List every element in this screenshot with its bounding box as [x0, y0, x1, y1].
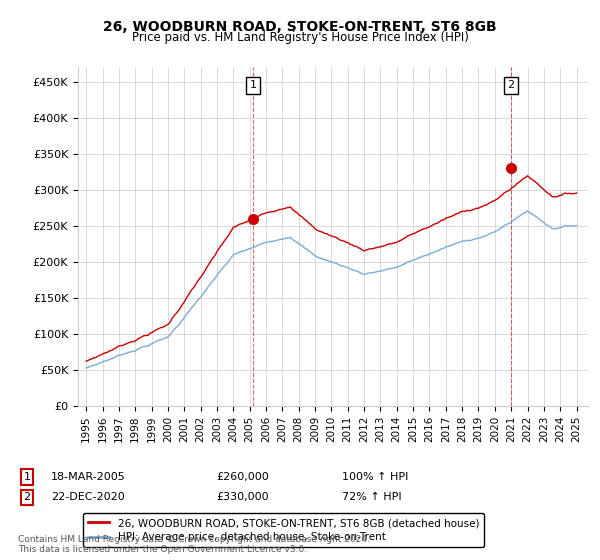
Text: Price paid vs. HM Land Registry's House Price Index (HPI): Price paid vs. HM Land Registry's House … [131, 31, 469, 44]
Text: 18-MAR-2005: 18-MAR-2005 [51, 472, 126, 482]
Text: £330,000: £330,000 [216, 492, 269, 502]
Text: 1: 1 [23, 472, 31, 482]
Text: £260,000: £260,000 [216, 472, 269, 482]
Text: 22-DEC-2020: 22-DEC-2020 [51, 492, 125, 502]
Text: 100% ↑ HPI: 100% ↑ HPI [342, 472, 409, 482]
Text: 72% ↑ HPI: 72% ↑ HPI [342, 492, 401, 502]
Legend: 26, WOODBURN ROAD, STOKE-ON-TRENT, ST6 8GB (detached house), HPI: Average price,: 26, WOODBURN ROAD, STOKE-ON-TRENT, ST6 8… [83, 513, 484, 548]
Text: 26, WOODBURN ROAD, STOKE-ON-TRENT, ST6 8GB: 26, WOODBURN ROAD, STOKE-ON-TRENT, ST6 8… [103, 20, 497, 34]
Text: 1: 1 [250, 80, 257, 90]
Text: 2: 2 [23, 492, 31, 502]
Text: Contains HM Land Registry data © Crown copyright and database right 2024.
This d: Contains HM Land Registry data © Crown c… [18, 535, 370, 554]
Text: 2: 2 [507, 80, 514, 90]
